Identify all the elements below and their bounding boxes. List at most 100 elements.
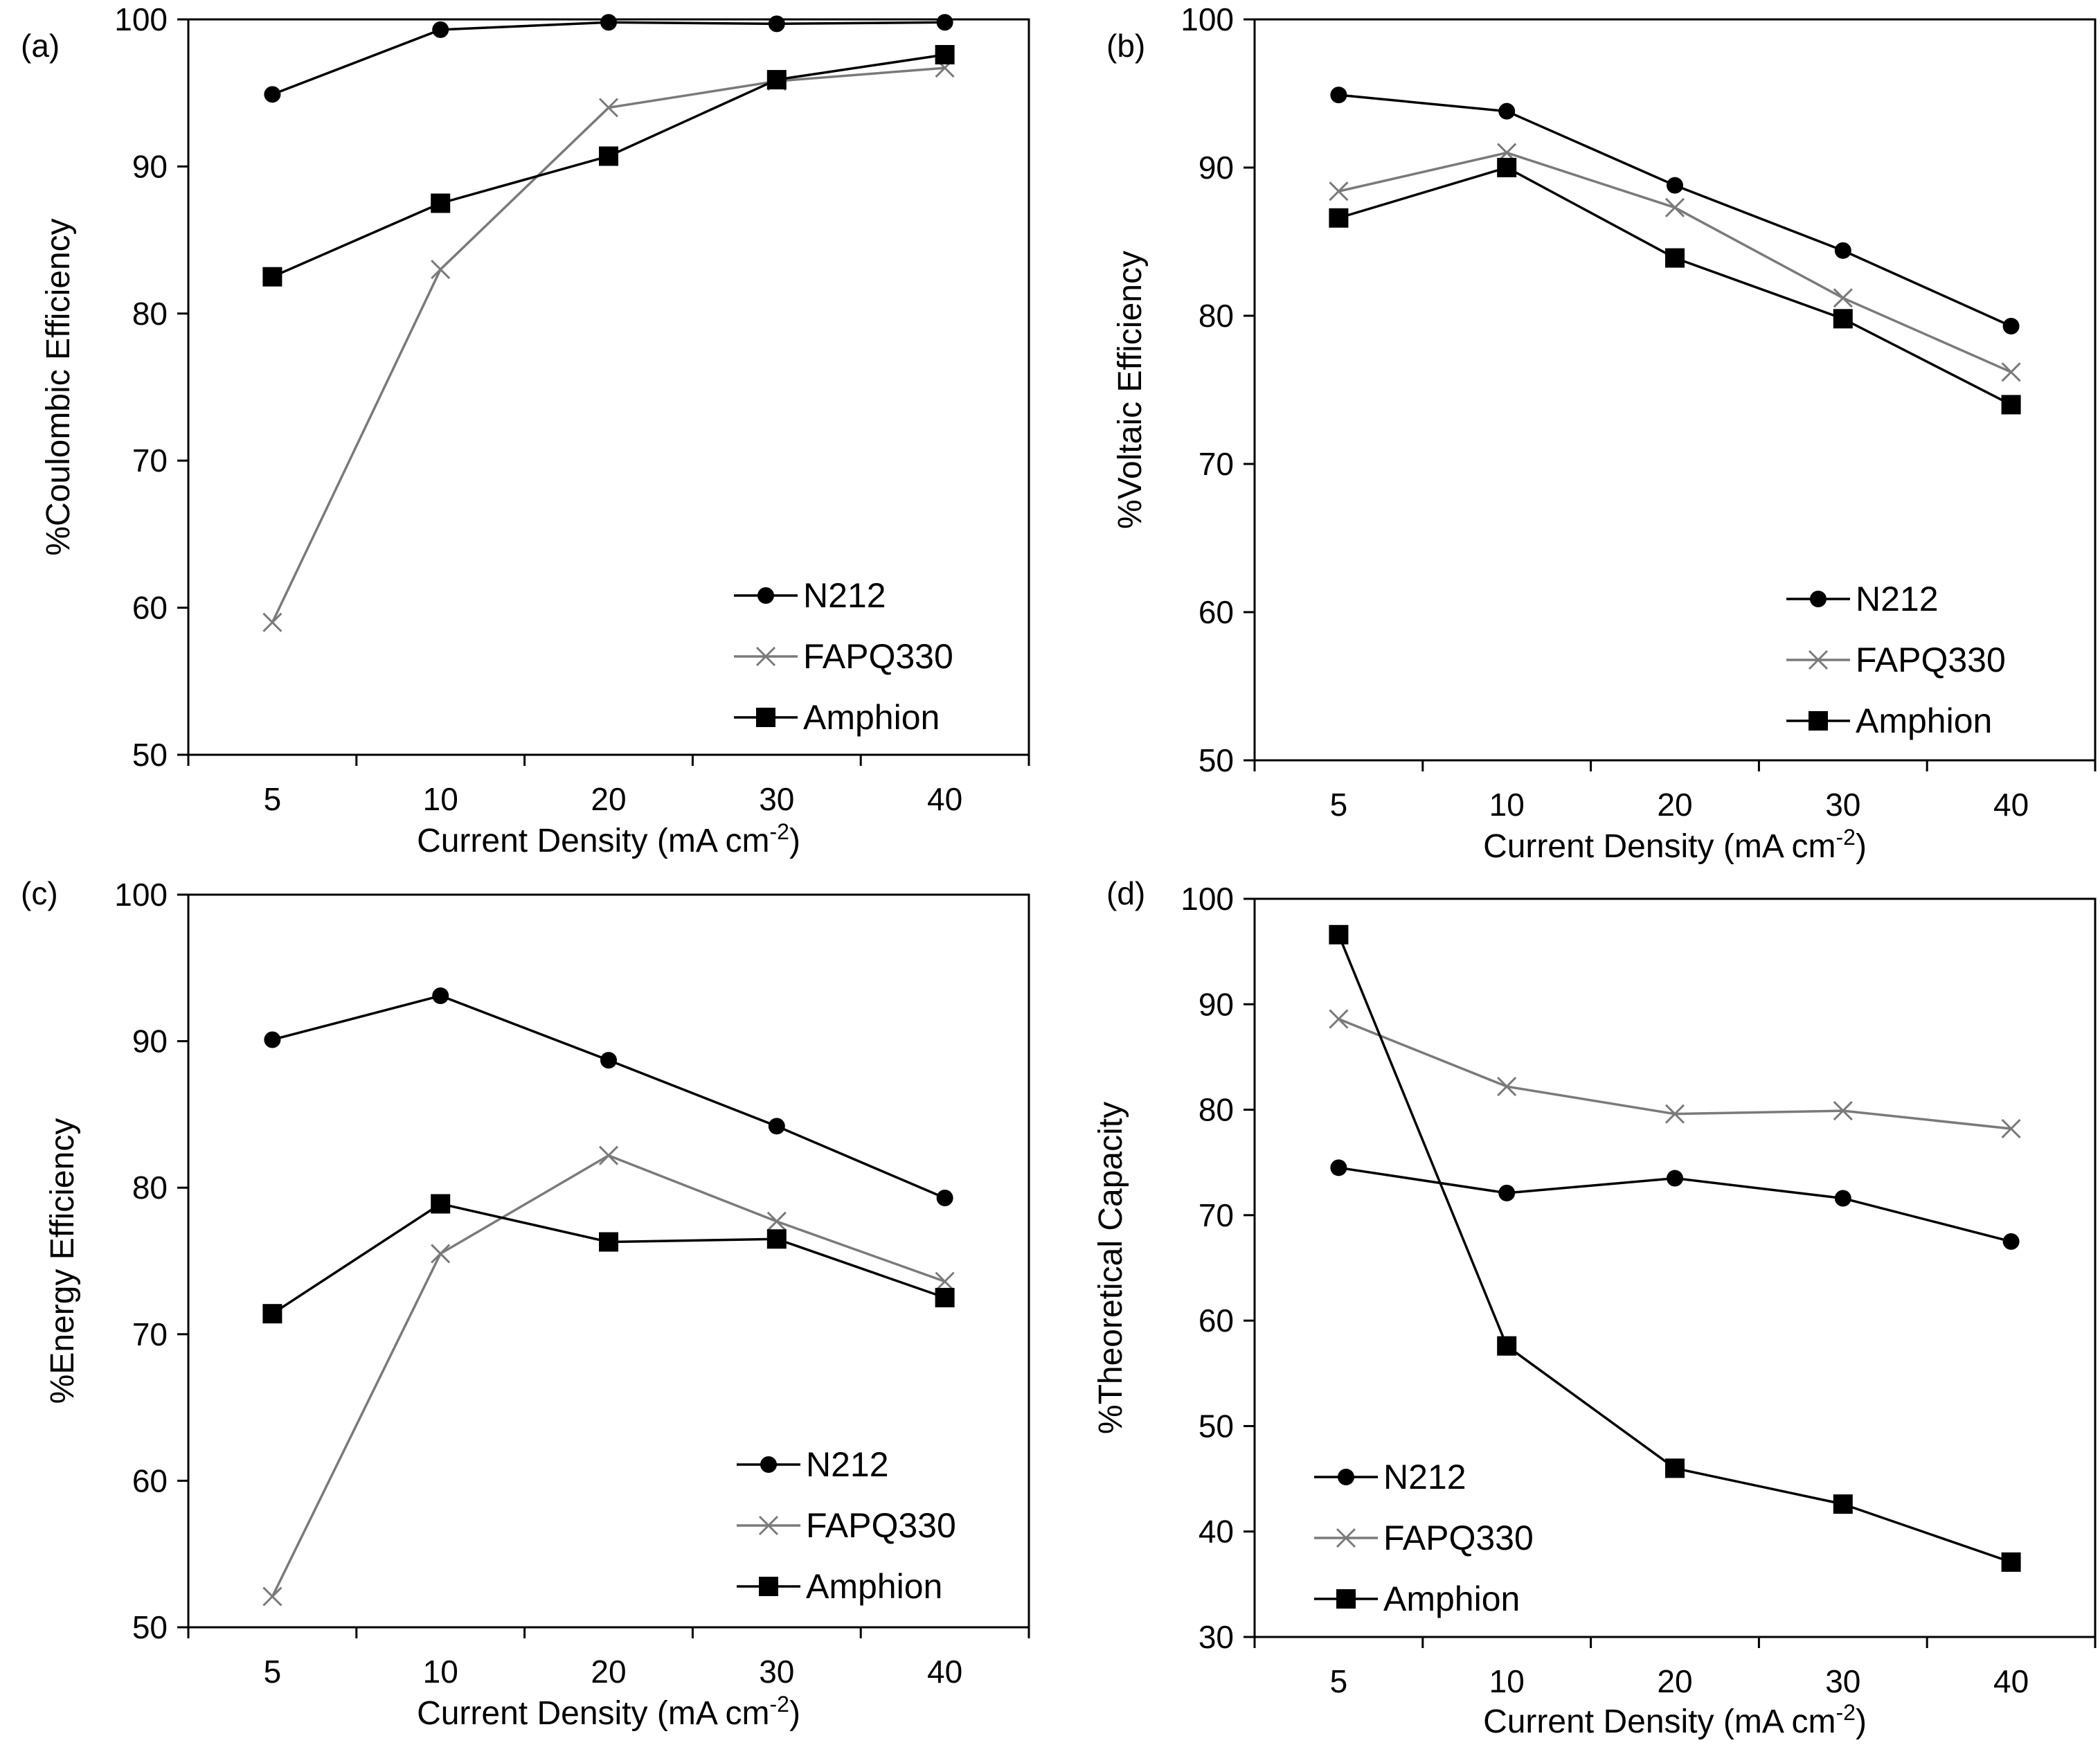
series-line-amphion bbox=[1338, 166, 2012, 406]
legend-label-amphion: Amphion bbox=[806, 1567, 942, 1606]
x-tick-label: 30 bbox=[759, 781, 794, 817]
y-axis-label: %Voltaic Efficiency bbox=[1112, 251, 1149, 529]
y-tick-label: 80 bbox=[132, 1170, 168, 1206]
y-tick-label: 50 bbox=[1199, 1408, 1234, 1444]
y-tick-label: 90 bbox=[1199, 986, 1234, 1022]
x-tick-label: 20 bbox=[1657, 787, 1692, 823]
legend-marker-n212 bbox=[757, 587, 774, 604]
data-point-fapq330-stroke bbox=[1329, 181, 1349, 202]
data-point-n212 bbox=[2002, 1233, 2020, 1250]
data-point-fapq330-stroke bbox=[598, 98, 619, 118]
x-tick-label: 30 bbox=[1825, 787, 1860, 823]
data-point-fapq330 bbox=[431, 260, 451, 280]
x-tick-label: 10 bbox=[1489, 1663, 1525, 1699]
y-tick-label: 100 bbox=[1181, 1, 1234, 37]
data-point-n212 bbox=[264, 1031, 281, 1048]
legend-label-n212: N212 bbox=[806, 1445, 889, 1484]
legend-marker-n212 bbox=[1338, 1469, 1354, 1485]
data-point-amphion bbox=[1833, 1494, 1853, 1514]
data-point-n212 bbox=[768, 15, 785, 33]
data-point-amphion bbox=[766, 1229, 787, 1249]
x-axis-label: Current Density (mA cm-2) bbox=[417, 1692, 800, 1732]
legend-label-fapq330: FAPQ330 bbox=[1856, 641, 2006, 679]
data-point-fapq330 bbox=[766, 1211, 787, 1231]
legend-marker-fapq330 bbox=[1336, 1528, 1356, 1548]
legend: N212 FAPQ330 Amphion bbox=[737, 1445, 956, 1606]
y-tick-label: 100 bbox=[114, 1, 168, 37]
data-point-n212 bbox=[1834, 242, 1851, 259]
data-point-fapq330-stroke bbox=[431, 1244, 451, 1264]
panel-label: (a) bbox=[21, 28, 60, 64]
data-point-n212 bbox=[1330, 1159, 1347, 1176]
x-tick-label: 40 bbox=[927, 1654, 962, 1690]
y-tick-label: 100 bbox=[114, 877, 168, 913]
x-tick-label: 5 bbox=[1330, 1663, 1348, 1699]
data-point-n212 bbox=[432, 987, 449, 1005]
data-point-amphion bbox=[262, 1304, 282, 1324]
series-line-fapq330 bbox=[1338, 1017, 2011, 1130]
data-point-fapq330-stroke bbox=[1833, 1101, 1853, 1121]
data-point-fapq330 bbox=[262, 612, 282, 632]
data-point-amphion bbox=[1497, 1336, 1517, 1356]
series-line-n212 bbox=[271, 994, 946, 1199]
chart-panel-3: (c) 50 60 70 80 90 100 5 10 20 30 40 Current Density… bbox=[21, 875, 1030, 1732]
chart-panel-2: (b) 50 60 70 80 90 100 5 10 20 30 40 Current Density… bbox=[1106, 1, 2097, 865]
x-tick-label: 40 bbox=[1993, 1663, 2029, 1699]
data-point-fapq330-stroke bbox=[935, 1271, 955, 1291]
x-axis-label: Current Density (mA cm-2) bbox=[1483, 825, 1867, 865]
x-tick-label: 10 bbox=[423, 781, 458, 817]
legend-label-n212: N212 bbox=[1383, 1458, 1466, 1496]
legend-marker-n212 bbox=[1810, 591, 1827, 607]
x-tick-label: 30 bbox=[1825, 1663, 1860, 1699]
x-axis-label: Current Density (mA cm-2) bbox=[417, 819, 800, 859]
data-point-n212 bbox=[1667, 177, 1683, 194]
data-point-amphion bbox=[599, 1232, 618, 1252]
data-point-n212 bbox=[432, 21, 449, 38]
data-point-fapq330 bbox=[431, 1244, 451, 1264]
y-tick-label: 90 bbox=[1199, 150, 1234, 186]
x-tick-label: 40 bbox=[1993, 787, 2029, 823]
x-tick-label: 10 bbox=[1489, 787, 1525, 823]
x-axis-label: Current Density (mA cm-2) bbox=[1483, 1700, 1867, 1740]
y-tick-label: 60 bbox=[1199, 594, 1234, 630]
data-point-amphion bbox=[1329, 924, 1349, 945]
data-point-fapq330 bbox=[1833, 288, 1853, 308]
plot-frame bbox=[1253, 18, 2097, 762]
data-point-fapq330 bbox=[1664, 197, 1685, 217]
legend-label-fapq330: FAPQ330 bbox=[803, 637, 953, 676]
data-point-n212 bbox=[936, 14, 953, 31]
y-tick-label: 50 bbox=[1199, 742, 1234, 778]
panel-label: (b) bbox=[1106, 28, 1145, 64]
y-axis-label: %Energy Efficiency bbox=[44, 1118, 81, 1404]
x-tick-label: 5 bbox=[264, 781, 282, 817]
x-tick-label: 20 bbox=[591, 781, 626, 817]
y-tick-label: 70 bbox=[132, 442, 168, 478]
legend-label-n212: N212 bbox=[803, 576, 886, 615]
data-point-fapq330-stroke bbox=[1329, 1009, 1349, 1029]
data-point-fapq330 bbox=[1329, 181, 1349, 202]
data-point-fapq330-stroke bbox=[1497, 1077, 1517, 1097]
y-tick-label: 70 bbox=[132, 1316, 168, 1352]
legend-label-n212: N212 bbox=[1856, 580, 1939, 618]
panel-label: (c) bbox=[21, 875, 58, 911]
x-tick-label: 5 bbox=[264, 1654, 282, 1690]
data-point-amphion bbox=[1833, 309, 1853, 329]
series-line-n212 bbox=[271, 21, 945, 96]
legend-label-amphion: Amphion bbox=[1856, 701, 1992, 740]
x-tick-label: 40 bbox=[927, 781, 962, 817]
y-axis-label: %Coulombic Efficiency bbox=[40, 218, 77, 555]
data-point-fapq330-stroke bbox=[262, 612, 282, 632]
data-point-fapq330 bbox=[2001, 362, 2021, 382]
data-point-fapq330 bbox=[1664, 1104, 1685, 1124]
y-tick-label: 50 bbox=[132, 1609, 168, 1645]
data-point-fapq330-stroke bbox=[598, 1145, 619, 1165]
legend-label-amphion: Amphion bbox=[1383, 1579, 1520, 1618]
data-point-n212 bbox=[2002, 317, 2020, 334]
data-point-n212 bbox=[1498, 102, 1516, 120]
legend: N212 FAPQ330 Amphion bbox=[734, 576, 953, 737]
data-point-amphion bbox=[599, 146, 618, 166]
data-point-fapq330 bbox=[935, 1271, 955, 1291]
legend-marker-fapq330 bbox=[1808, 650, 1829, 670]
legend-label-fapq330: FAPQ330 bbox=[1383, 1519, 1534, 1557]
